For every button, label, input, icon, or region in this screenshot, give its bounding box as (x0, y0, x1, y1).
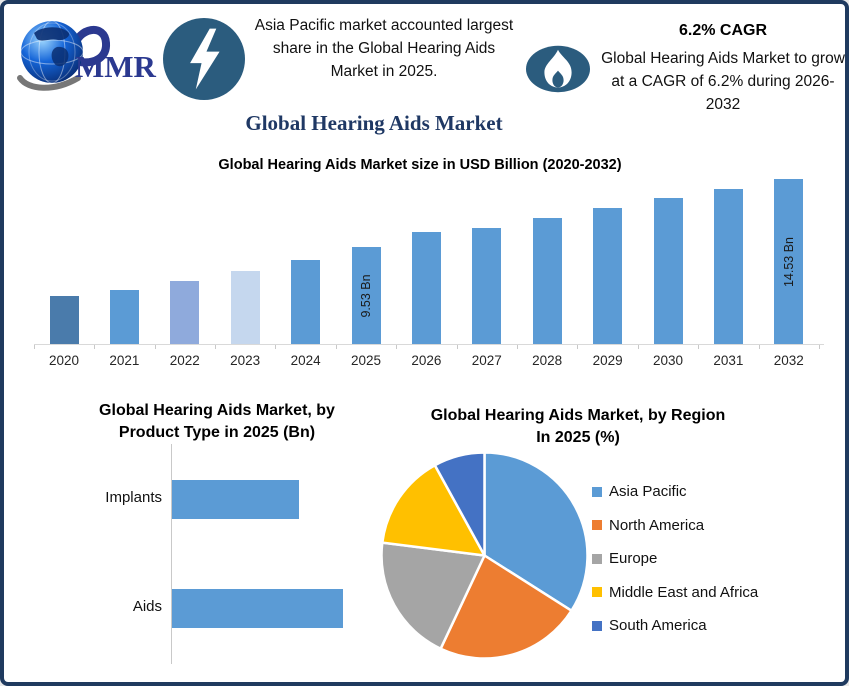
lightning-icon (163, 18, 245, 100)
legend-item: South America (592, 609, 758, 643)
bar-2028 (532, 217, 562, 344)
x-axis-tick (637, 345, 639, 349)
x-axis-label: 2029 (592, 353, 623, 368)
region-legend: Asia Pacific North America Europe Middle Ea… (592, 475, 758, 643)
legend-item: North America (592, 509, 758, 543)
x-axis-label: 2020 (48, 353, 80, 368)
product-bar-label: Implants (105, 489, 162, 506)
bar-2020 (49, 296, 79, 344)
x-axis-tick (94, 345, 96, 349)
bar-2026 (411, 232, 441, 344)
legend-label: Europe (609, 550, 658, 568)
bar-value-label: 14.53 Bn (781, 236, 796, 287)
x-axis-label: 2027 (471, 353, 502, 368)
x-axis-tick (154, 345, 156, 349)
x-axis-tick (275, 345, 277, 349)
pie-slice-europe (380, 541, 486, 650)
legend-item: Asia Pacific (592, 475, 758, 509)
legend-swatch (592, 486, 602, 497)
pie-slice-south-america (433, 451, 486, 557)
legend-swatch (592, 587, 602, 598)
x-axis-tick (33, 345, 35, 349)
cagr-block: 6.2% CAGR Global Hearing Aids Market to … (600, 22, 845, 116)
product-bar-aids (172, 589, 343, 628)
x-axis (34, 344, 824, 345)
x-axis-label: 2021 (109, 353, 140, 368)
bar-2030 (653, 198, 683, 344)
legend-label: Middle East and Africa (609, 583, 759, 601)
swoosh-icon (17, 25, 110, 91)
x-axis-label: 2028 (532, 353, 563, 368)
legend-swatch (592, 620, 602, 631)
x-axis-label: 2032 (773, 353, 804, 368)
x-axis-tick (577, 345, 579, 349)
mmr-logo: MMR (17, 20, 157, 91)
bar-2025 (351, 247, 381, 344)
product-bar-label: Aids (132, 598, 162, 615)
cagr-text: Global Hearing Aids Market to grow at a … (601, 50, 845, 113)
x-axis-label: 2031 (713, 353, 744, 368)
bar-2029 (593, 208, 623, 344)
x-axis-label: 2025 (350, 353, 382, 368)
legend-item: Europe (592, 542, 758, 576)
bar-2024 (291, 259, 321, 344)
bar-2031 (713, 188, 743, 344)
x-axis-tick (396, 345, 398, 349)
y-axis (171, 444, 172, 664)
x-axis-label: 2026 (411, 353, 442, 368)
x-axis-tick (819, 345, 820, 349)
legend-label: South America (609, 617, 707, 635)
bar-2021 (109, 289, 139, 344)
x-axis-label: 2024 (290, 353, 321, 368)
bar-2032 (774, 179, 804, 344)
legend-swatch (592, 553, 602, 564)
legend-item: Middle East and Africa (592, 576, 758, 610)
legend-label: North America (609, 516, 705, 534)
x-axis-label: 2023 (230, 353, 261, 368)
x-axis-tick (698, 345, 700, 349)
bar-value-label: 9.53 Bn (359, 273, 373, 318)
headline-text: Asia Pacific market accounted largest sh… (254, 17, 514, 80)
pie-slice-middle-east-and-africa (381, 463, 486, 557)
x-axis-tick (335, 345, 337, 349)
page-title: Global Hearing Aids Market (245, 111, 503, 135)
globe-icon (20, 20, 84, 84)
bar-chart-title: Global Hearing Aids Market size in USD B… (218, 157, 622, 173)
bar-2027 (472, 228, 502, 344)
pie-chart-title: Global Hearing Aids Market, by Region In… (430, 407, 726, 446)
x-axis-tick (517, 345, 518, 349)
bar-2022 (170, 281, 200, 344)
pie-chart (380, 451, 589, 660)
bar-2023 (230, 270, 260, 344)
x-axis-label: 2030 (652, 353, 684, 368)
product-chart-title: Global Hearing Aids Market, by Product T… (99, 402, 335, 441)
x-axis-tick (758, 345, 760, 349)
flame-icon (526, 45, 590, 93)
x-axis-tick (456, 345, 458, 349)
legend-label: Asia Pacific (609, 483, 687, 501)
logo-text: MMR (75, 49, 157, 84)
bar-chart: 2020 2021 2022 2023 2024 2025 9.53 Bn 2026 2027 2… (4, 174, 845, 384)
cagr-heading: 6.2% CAGR (678, 22, 768, 39)
product-bar-implants (172, 480, 300, 519)
x-axis-label: 2022 (169, 353, 200, 368)
legend-swatch (592, 520, 602, 531)
x-axis-tick (215, 345, 216, 349)
